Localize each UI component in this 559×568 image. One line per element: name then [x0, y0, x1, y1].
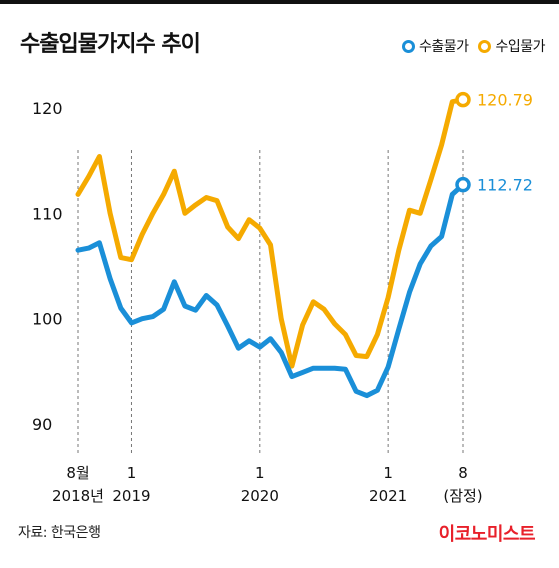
x-tick-label: 2021: [369, 487, 407, 505]
x-tick-label: 1: [383, 464, 393, 482]
legend-item-export: 수출물가: [401, 36, 469, 56]
publisher-logo: 이코노미스트: [438, 524, 536, 545]
end-value-label-import: 120.79: [477, 91, 533, 110]
x-tick-label: 8월: [66, 464, 89, 482]
end-marker-export: [455, 176, 471, 193]
legend-marker-export: [401, 39, 415, 53]
x-tick-label: 8: [458, 464, 468, 482]
legend-item-import: 수입물가: [478, 36, 545, 56]
source-note: 자료: 한국은행: [18, 525, 101, 541]
series-line-export: [75, 182, 466, 399]
x-tick-label: 2019: [112, 487, 150, 505]
x-tick-label: (잠정): [443, 487, 482, 505]
line-chart: 90 100 110 120 8월 2018년 1 2019 1 2020 1 2021 8 (잠정) 11…: [32, 91, 533, 505]
end-marker-import: [455, 91, 471, 108]
x-tick-label: 1: [127, 464, 137, 482]
chart-title: 수출입물가지수 추이: [20, 32, 201, 57]
y-tick-label: 110: [32, 204, 63, 223]
y-tick-label: 100: [32, 310, 63, 329]
x-tick-label: 1: [255, 464, 265, 482]
legend: 수출물가 수입물가: [392, 36, 545, 56]
x-tick-label: 2020: [241, 487, 279, 505]
legend-label-export: 수출물가: [418, 39, 469, 55]
series-line-import: [75, 97, 466, 369]
legend-label-import: 수입물가: [495, 39, 545, 55]
legend-marker-import: [478, 39, 492, 53]
end-value-label-export: 112.72: [477, 176, 533, 195]
y-tick-label: 120: [32, 99, 63, 118]
x-tick-label: 2018년: [52, 487, 104, 505]
y-tick-label: 90: [32, 415, 52, 434]
top-bar: [0, 0, 559, 4]
